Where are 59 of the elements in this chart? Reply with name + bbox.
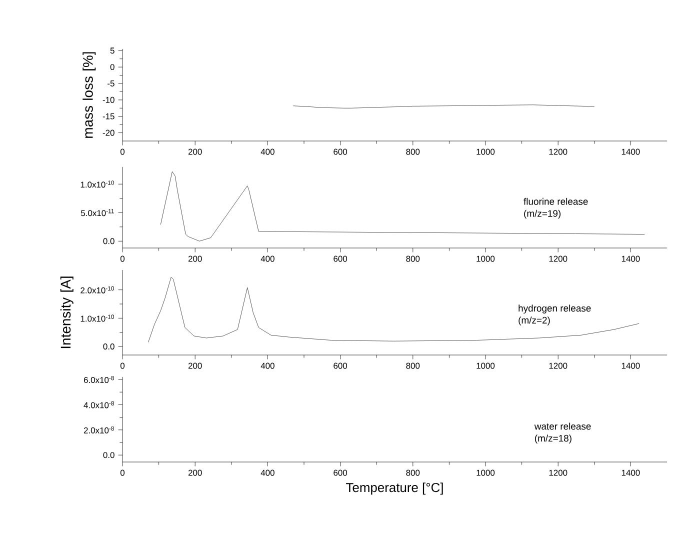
x-tick-label: 1000 <box>476 362 495 369</box>
annotation: fluorine release <box>524 198 588 205</box>
x-tick-label: 200 <box>188 256 202 262</box>
x-tick-label: 400 <box>260 256 274 262</box>
y-tick-label: -20 <box>102 130 114 136</box>
x-tick-label: 600 <box>334 148 348 155</box>
y-tick-label: 0.0 <box>103 238 114 244</box>
x-tick-label: 1400 <box>622 362 640 369</box>
x-axis-title: Temperature [°C] <box>346 482 443 495</box>
annotation: hydrogen release <box>518 304 591 314</box>
x-tick-label: 1200 <box>549 470 568 476</box>
x-tick-label: 0 <box>120 362 125 369</box>
x-tick-label: 1000 <box>476 470 495 476</box>
x-tick-label: 400 <box>260 470 274 476</box>
x-tick-label: 0 <box>120 470 125 476</box>
y-tick-label: 1.0x10$^{-10}$ <box>80 180 114 188</box>
x-tick-label: 1200 <box>549 362 568 369</box>
annotation: water release <box>534 422 591 430</box>
annotation: (m/z=18) <box>534 434 572 444</box>
y-axis-title: mass loss [%] <box>82 52 96 138</box>
x-tick-label: 200 <box>188 470 202 476</box>
y-tick-label: 2.0x10$^{-8}$ <box>84 426 114 434</box>
x-tick-label: 0 <box>120 256 125 262</box>
x-tick-label: 800 <box>406 362 420 369</box>
y-tick-label: 4.0x10$^{-8}$ <box>84 401 114 408</box>
x-tick-label: 200 <box>188 148 202 155</box>
x-tick-label: 1400 <box>622 256 640 262</box>
x-tick-label: 400 <box>260 362 274 369</box>
x-tick-label: 1000 <box>476 256 495 262</box>
y-tick-label: 0 <box>110 64 114 70</box>
x-tick-label: 600 <box>334 470 348 476</box>
y-tick-label: -5 <box>108 80 114 86</box>
x-tick-label: 600 <box>334 256 348 262</box>
y-tick-label: 1.0x10$^{-10}$ <box>80 314 114 322</box>
line-series <box>148 276 640 342</box>
x-tick-label: 1400 <box>622 148 640 155</box>
y-tick-label: 0.0 <box>103 344 114 350</box>
y-tick-label: 2.0x10$^{-10}$ <box>80 286 114 294</box>
x-tick-label: 400 <box>260 148 274 155</box>
x-tick-label: 800 <box>406 470 420 476</box>
x-tick-label: 1200 <box>549 256 568 262</box>
y-axis-title: Intensity [A] <box>60 276 74 348</box>
y-tick-label: 5 <box>110 48 114 54</box>
y-tick-label: -10 <box>102 96 114 103</box>
y-tick-label: 6.0x10$^{-8}$ <box>84 376 114 384</box>
y-tick-label: -15 <box>102 113 114 120</box>
x-tick-label: 1400 <box>622 470 640 476</box>
x-tick-label: 800 <box>406 148 420 155</box>
x-tick-label: 800 <box>406 256 420 262</box>
annotation: (m/z=19) <box>524 210 561 219</box>
y-tick-label: 5.0x10$^{-11}$ <box>81 209 114 216</box>
line-series <box>160 171 645 242</box>
x-tick-label: 1000 <box>476 148 495 155</box>
y-tick-label: 0.0 <box>103 452 114 458</box>
x-tick-label: 600 <box>334 362 348 369</box>
x-tick-label: 0 <box>120 148 125 155</box>
x-tick-label: 200 <box>188 362 202 369</box>
x-tick-label: 1200 <box>549 148 568 155</box>
annotation: (m/z=2) <box>518 316 550 326</box>
